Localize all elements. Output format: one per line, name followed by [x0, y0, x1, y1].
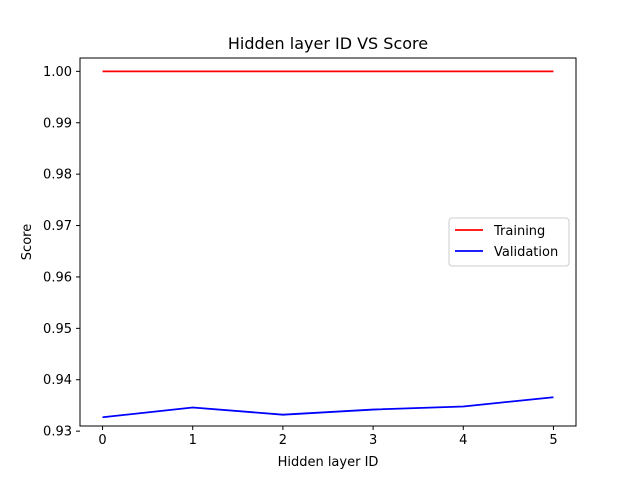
- legend-label-validation: Validation: [494, 245, 558, 260]
- x-tick-label: 3: [369, 433, 377, 448]
- y-axis-label: Score: [20, 224, 35, 260]
- y-tick-label: 0.96: [43, 270, 72, 285]
- y-tick-label: 0.97: [43, 219, 72, 234]
- x-axis-ticks: 0 1 2 3 4 5: [98, 426, 558, 448]
- chart-title: Hidden layer ID VS Score: [228, 34, 428, 53]
- x-tick-label: 1: [189, 433, 197, 448]
- x-tick-label: 4: [459, 433, 467, 448]
- y-axis-ticks: 0.93 0.94 0.95 0.96 0.97 0.98 0.99 1.00: [43, 65, 80, 440]
- y-tick-label: 0.99: [43, 116, 72, 131]
- x-tick-label: 2: [279, 433, 287, 448]
- series-line-validation: [102, 396, 554, 419]
- x-tick-label: 0: [98, 433, 106, 448]
- series-layer: [102, 70, 554, 419]
- plot-frame: [79, 57, 577, 427]
- legend-label-training: Training: [493, 224, 545, 239]
- legend: Training Validation: [448, 217, 570, 267]
- x-axis-label: Hidden layer ID: [278, 455, 379, 470]
- y-tick-label: 0.95: [43, 322, 72, 337]
- y-tick-label: 0.93: [43, 425, 72, 440]
- y-tick-label: 1.00: [43, 65, 72, 80]
- y-tick-label: 0.94: [43, 373, 72, 388]
- x-tick-label: 5: [549, 433, 557, 448]
- y-tick-label: 0.98: [43, 168, 72, 183]
